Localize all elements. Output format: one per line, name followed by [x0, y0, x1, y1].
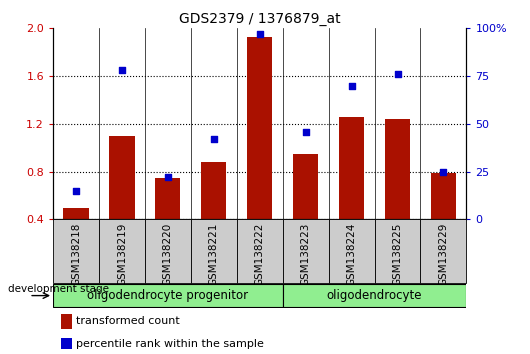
FancyBboxPatch shape — [53, 219, 99, 283]
Point — [393, 72, 402, 77]
Bar — [293, 154, 318, 219]
Point — [302, 129, 310, 135]
Bar — [61, 314, 72, 329]
FancyBboxPatch shape — [237, 219, 282, 283]
FancyBboxPatch shape — [329, 219, 375, 283]
Bar — [431, 173, 456, 219]
Text: development stage: development stage — [8, 284, 109, 295]
Text: oligodendrocyte progenitor: oligodendrocyte progenitor — [87, 289, 249, 302]
FancyBboxPatch shape — [420, 219, 466, 283]
FancyBboxPatch shape — [145, 219, 191, 283]
FancyBboxPatch shape — [191, 219, 237, 283]
Bar — [339, 117, 364, 219]
Bar — [61, 338, 72, 349]
Bar — [155, 178, 180, 219]
Text: transformed count: transformed count — [76, 316, 180, 326]
Text: GSM138221: GSM138221 — [209, 223, 219, 286]
Bar — [247, 37, 272, 219]
Bar — [201, 162, 226, 219]
Text: GSM138225: GSM138225 — [393, 223, 402, 286]
Bar — [109, 136, 135, 219]
Text: GSM138218: GSM138218 — [71, 223, 81, 286]
Bar — [64, 207, 89, 219]
Point — [255, 31, 264, 37]
FancyBboxPatch shape — [282, 285, 466, 307]
Text: GSM138220: GSM138220 — [163, 223, 173, 286]
Text: percentile rank within the sample: percentile rank within the sample — [76, 339, 263, 349]
Point — [439, 169, 448, 175]
Text: GSM138219: GSM138219 — [117, 223, 127, 286]
Bar — [385, 119, 410, 219]
Point — [347, 83, 356, 88]
FancyBboxPatch shape — [99, 219, 145, 283]
Point — [209, 136, 218, 142]
FancyBboxPatch shape — [53, 285, 282, 307]
Point — [164, 175, 172, 180]
Point — [118, 68, 126, 73]
Title: GDS2379 / 1376879_at: GDS2379 / 1376879_at — [179, 12, 340, 26]
Text: GSM138224: GSM138224 — [347, 223, 357, 286]
Text: oligodendrocyte: oligodendrocyte — [327, 289, 422, 302]
Point — [72, 188, 80, 194]
FancyBboxPatch shape — [375, 219, 420, 283]
FancyBboxPatch shape — [282, 219, 329, 283]
Text: GSM138229: GSM138229 — [438, 223, 448, 286]
Text: GSM138223: GSM138223 — [301, 223, 311, 286]
Text: GSM138222: GSM138222 — [255, 223, 264, 286]
